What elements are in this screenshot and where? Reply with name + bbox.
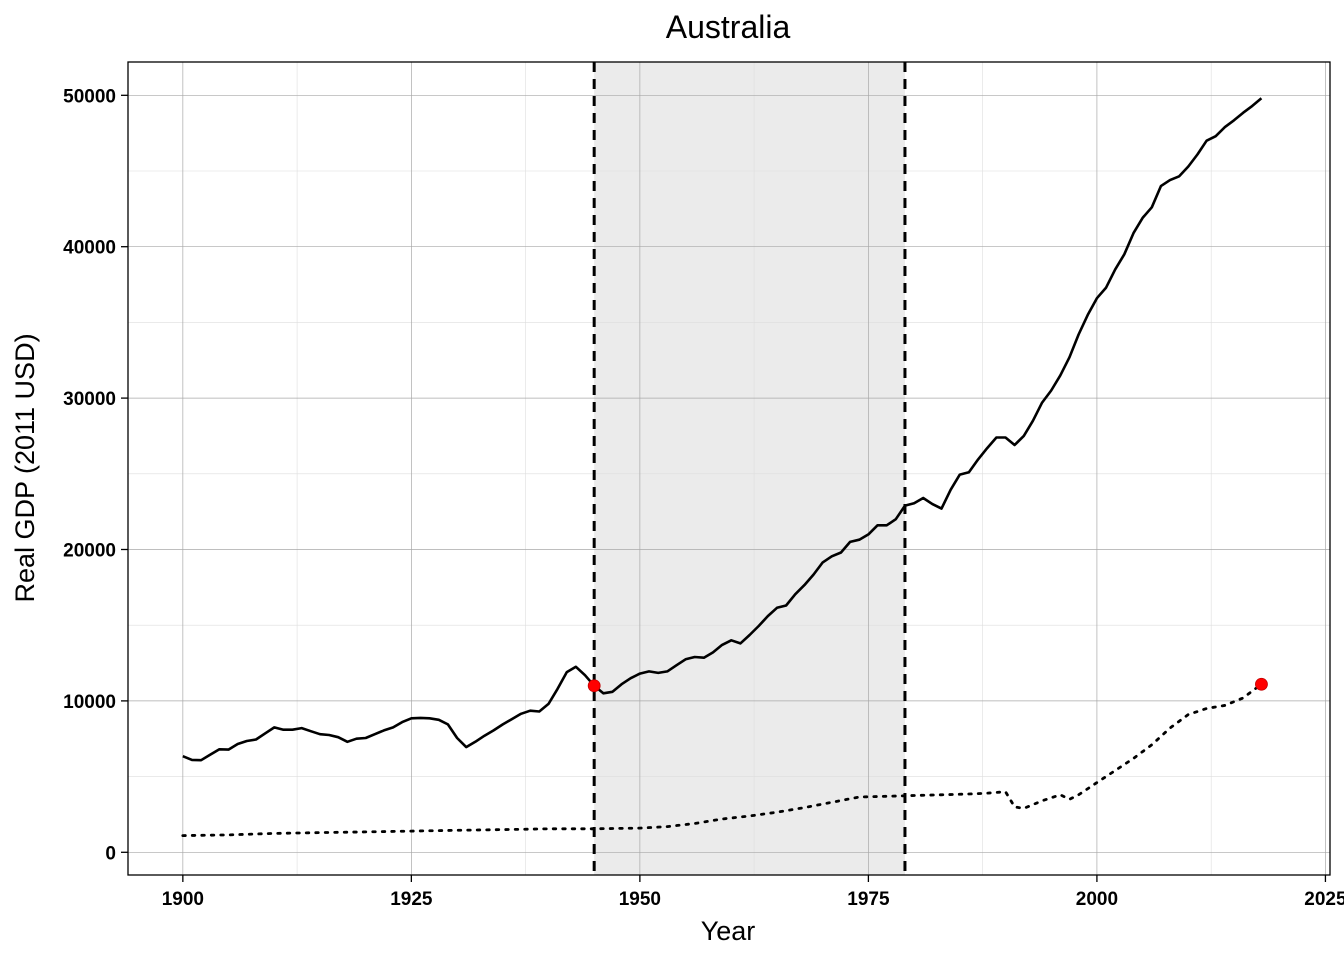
x-tick-label: 1950 [619,889,661,910]
plot-border [127,61,1331,876]
highlight-point [1255,677,1268,691]
y-axis-title: Real GDP (2011 USD) [10,333,40,602]
y-tick-label: 30000 [63,389,116,410]
x-tick-label: 2025 [1304,889,1344,910]
series-line-dotted [181,682,1263,837]
x-tick-label: 1900 [162,889,204,910]
y-tick-label: 50000 [63,86,116,107]
y-tick-label: 0 [105,843,116,864]
x-tick-label: 2000 [1076,889,1118,910]
shaded-period [594,62,905,875]
x-tick-label: 1925 [390,889,433,910]
y-tick-label: 10000 [63,692,116,713]
plot-area: 1900 1925 1950 1975 2000 2025 0 10000 20000 30000… [63,61,1344,910]
series-line-solid [182,97,1263,762]
y-tick-label: 40000 [63,238,116,259]
highlight-point [587,679,601,693]
x-axis-title: Year [701,916,756,946]
y-tick-label: 20000 [63,540,116,561]
x-tick-label: 1975 [847,889,890,910]
chart-title: Australia [666,9,791,45]
